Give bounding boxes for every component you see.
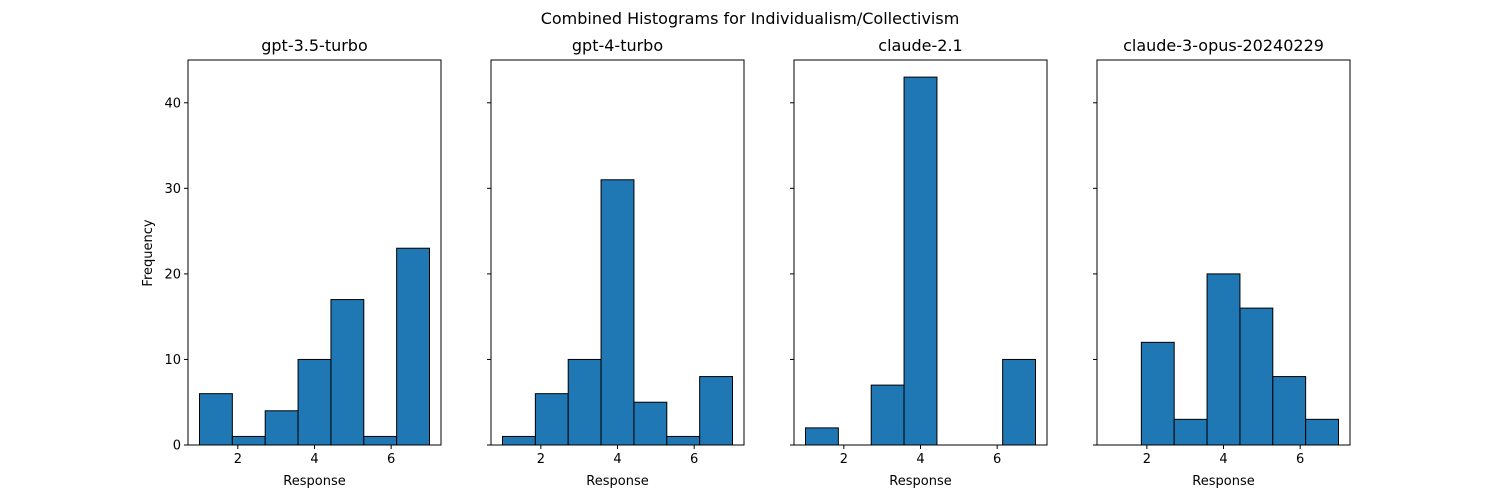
histogram-bar	[330, 299, 365, 446]
subplot-title: claude-3-opus-20240229	[1123, 36, 1324, 55]
y-tick-label: 0	[173, 439, 181, 454]
histogram-bar	[264, 410, 299, 446]
x-tick-label: 2	[537, 452, 545, 467]
subplot-1: 2 4 6 0 10 20 30 40 gpt-3.5-turbo Response	[164, 36, 442, 489]
subplot-2: 2 4 6 gpt-4-turbo Response	[487, 36, 745, 489]
subplot-panels: 2 4 6 0 10 20 30 40 gpt-3.5-turbo Response 2 4 6 gpt-…	[164, 36, 1351, 489]
figure-suptitle: Combined Histograms for Individualism/Co…	[541, 9, 960, 28]
x-tick-label: 6	[1296, 452, 1304, 467]
x-axis-label: Response	[586, 474, 648, 489]
histogram-bar	[1140, 341, 1175, 446]
x-axis-label: Response	[283, 474, 345, 489]
histogram-bar	[805, 427, 839, 446]
x-axis-label: Response	[889, 474, 951, 489]
x-tick-label: 4	[1219, 452, 1227, 467]
x-axis-label: Response	[1192, 474, 1254, 489]
y-tick-label: 20	[164, 267, 181, 282]
histogram-bar	[870, 384, 905, 446]
x-tick-label: 2	[1143, 452, 1151, 467]
histogram-bar	[502, 435, 536, 446]
histogram-bar	[1002, 358, 1036, 446]
histogram-bar	[297, 358, 332, 446]
histogram-bar	[396, 247, 431, 446]
x-tick-label: 6	[387, 452, 395, 467]
subplot-title: gpt-4-turbo	[572, 36, 663, 55]
histogram-bar	[1305, 418, 1339, 446]
x-tick-label: 2	[234, 452, 242, 467]
y-tick-label: 30	[164, 182, 181, 197]
y-axis-label: Frequency	[141, 219, 156, 286]
histogram-bar	[903, 76, 938, 446]
histogram-bar	[633, 401, 668, 446]
subplot-title: gpt-3.5-turbo	[261, 36, 368, 55]
histogram-bar	[600, 179, 635, 446]
histogram-bar	[567, 358, 602, 446]
subplot-4: 2 4 6 claude-3-opus-20240229 Response	[1093, 36, 1351, 489]
subplot-3: 2 4 6 claude-2.1 Response	[790, 36, 1048, 489]
y-tick-label: 10	[164, 353, 181, 368]
histogram-bar	[1239, 307, 1274, 446]
histogram-bar	[231, 435, 266, 446]
x-tick-label: 4	[916, 452, 924, 467]
histogram-bar	[534, 393, 569, 446]
histogram-bar	[363, 435, 398, 446]
subplot-title: claude-2.1	[878, 36, 962, 55]
x-tick-label: 4	[310, 452, 318, 467]
histogram-bar	[699, 376, 733, 446]
x-tick-label: 6	[993, 452, 1001, 467]
x-tick-label: 6	[690, 452, 698, 467]
histogram-bar	[666, 435, 701, 446]
histogram-bar	[1206, 273, 1241, 446]
histogram-bar	[199, 393, 233, 446]
y-tick-label: 40	[164, 96, 181, 111]
histogram-bar	[1272, 376, 1307, 446]
histogram-bar	[1173, 418, 1208, 446]
x-tick-label: 4	[613, 452, 621, 467]
x-tick-label: 2	[840, 452, 848, 467]
